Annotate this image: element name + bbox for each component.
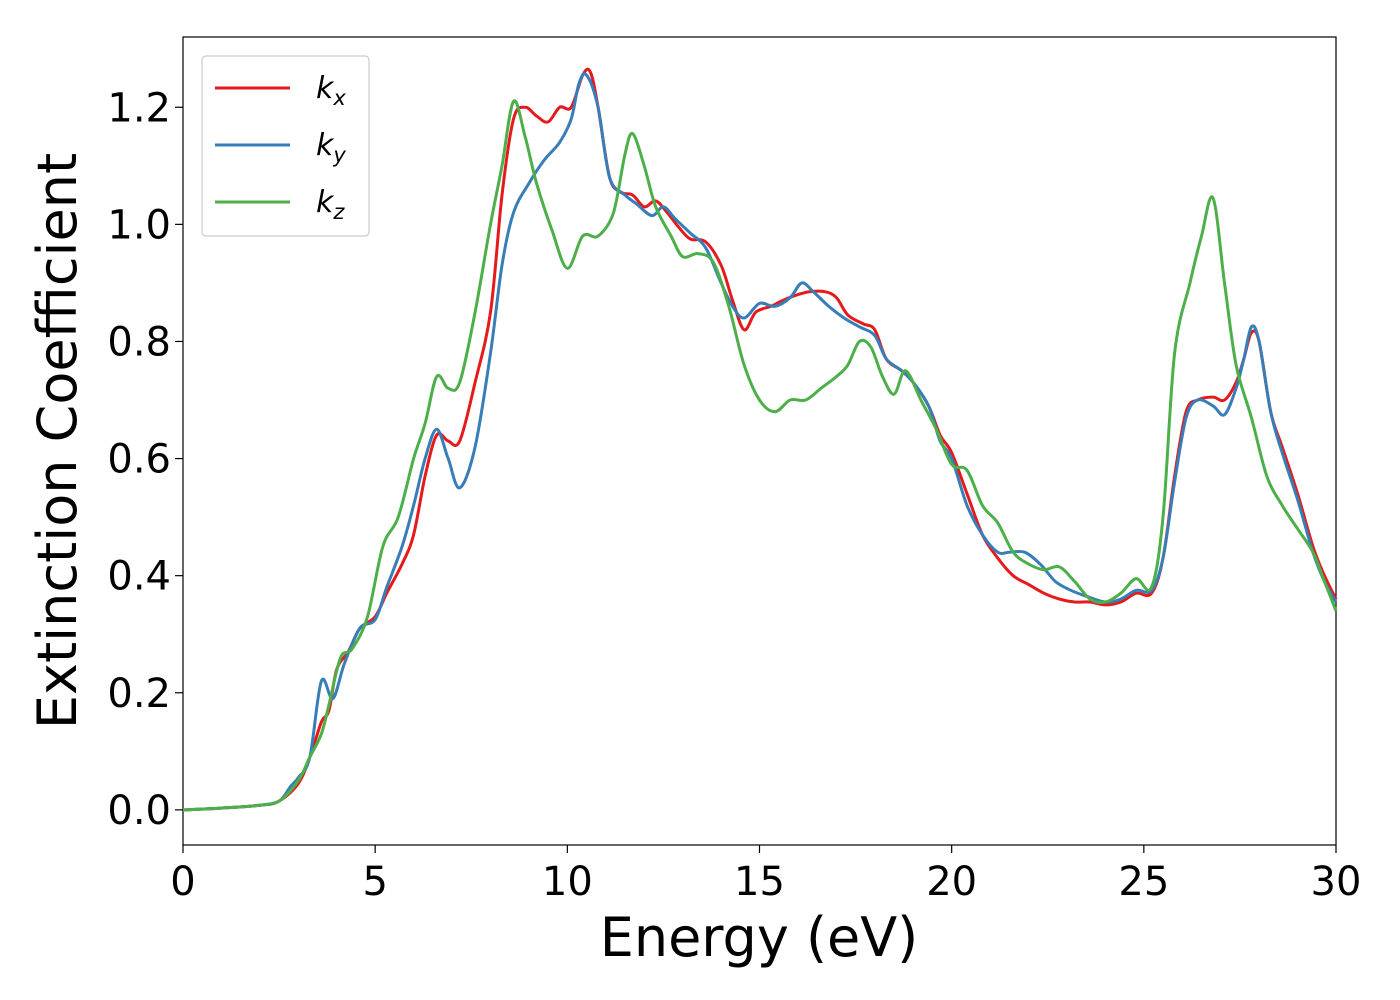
y-tick-label: 0.8 [107, 319, 171, 365]
series-layer [182, 67, 1338, 812]
x-tick-label: 25 [1118, 859, 1169, 905]
legend-label-kx: kx [316, 71, 346, 110]
y-tick-label: 0.4 [107, 554, 171, 600]
series-line-kz [182, 99, 1338, 812]
x-tick-label: 5 [362, 859, 387, 905]
y-tick-label: 0.6 [107, 437, 171, 483]
x-tick-label: 10 [542, 859, 593, 905]
series-line-ky [182, 72, 1338, 812]
x-tick-label: 20 [926, 859, 977, 905]
x-axis-label: Energy (eV) [600, 906, 919, 969]
legend-label-ky: ky [316, 128, 346, 167]
x-tick-label: 0 [170, 859, 195, 905]
y-tick-label: 0.2 [107, 671, 171, 717]
y-tick-label: 0.0 [107, 788, 171, 834]
y-tick-label: 1.2 [107, 85, 171, 131]
x-tick-label: 30 [1311, 859, 1362, 905]
legend-label-kz: kz [316, 185, 345, 224]
x-axis-ticks: 0 5 10 15 20 25 30 [170, 845, 1361, 905]
legend: kx ky kz [201, 55, 370, 237]
y-axis-label: Extinction Coefficient [26, 153, 89, 729]
y-tick-label: 1.0 [107, 202, 171, 248]
x-tick-label: 15 [734, 859, 785, 905]
y-axis-ticks: 0.0 0.2 0.4 0.6 0.8 1.0 1.2 [107, 85, 183, 834]
